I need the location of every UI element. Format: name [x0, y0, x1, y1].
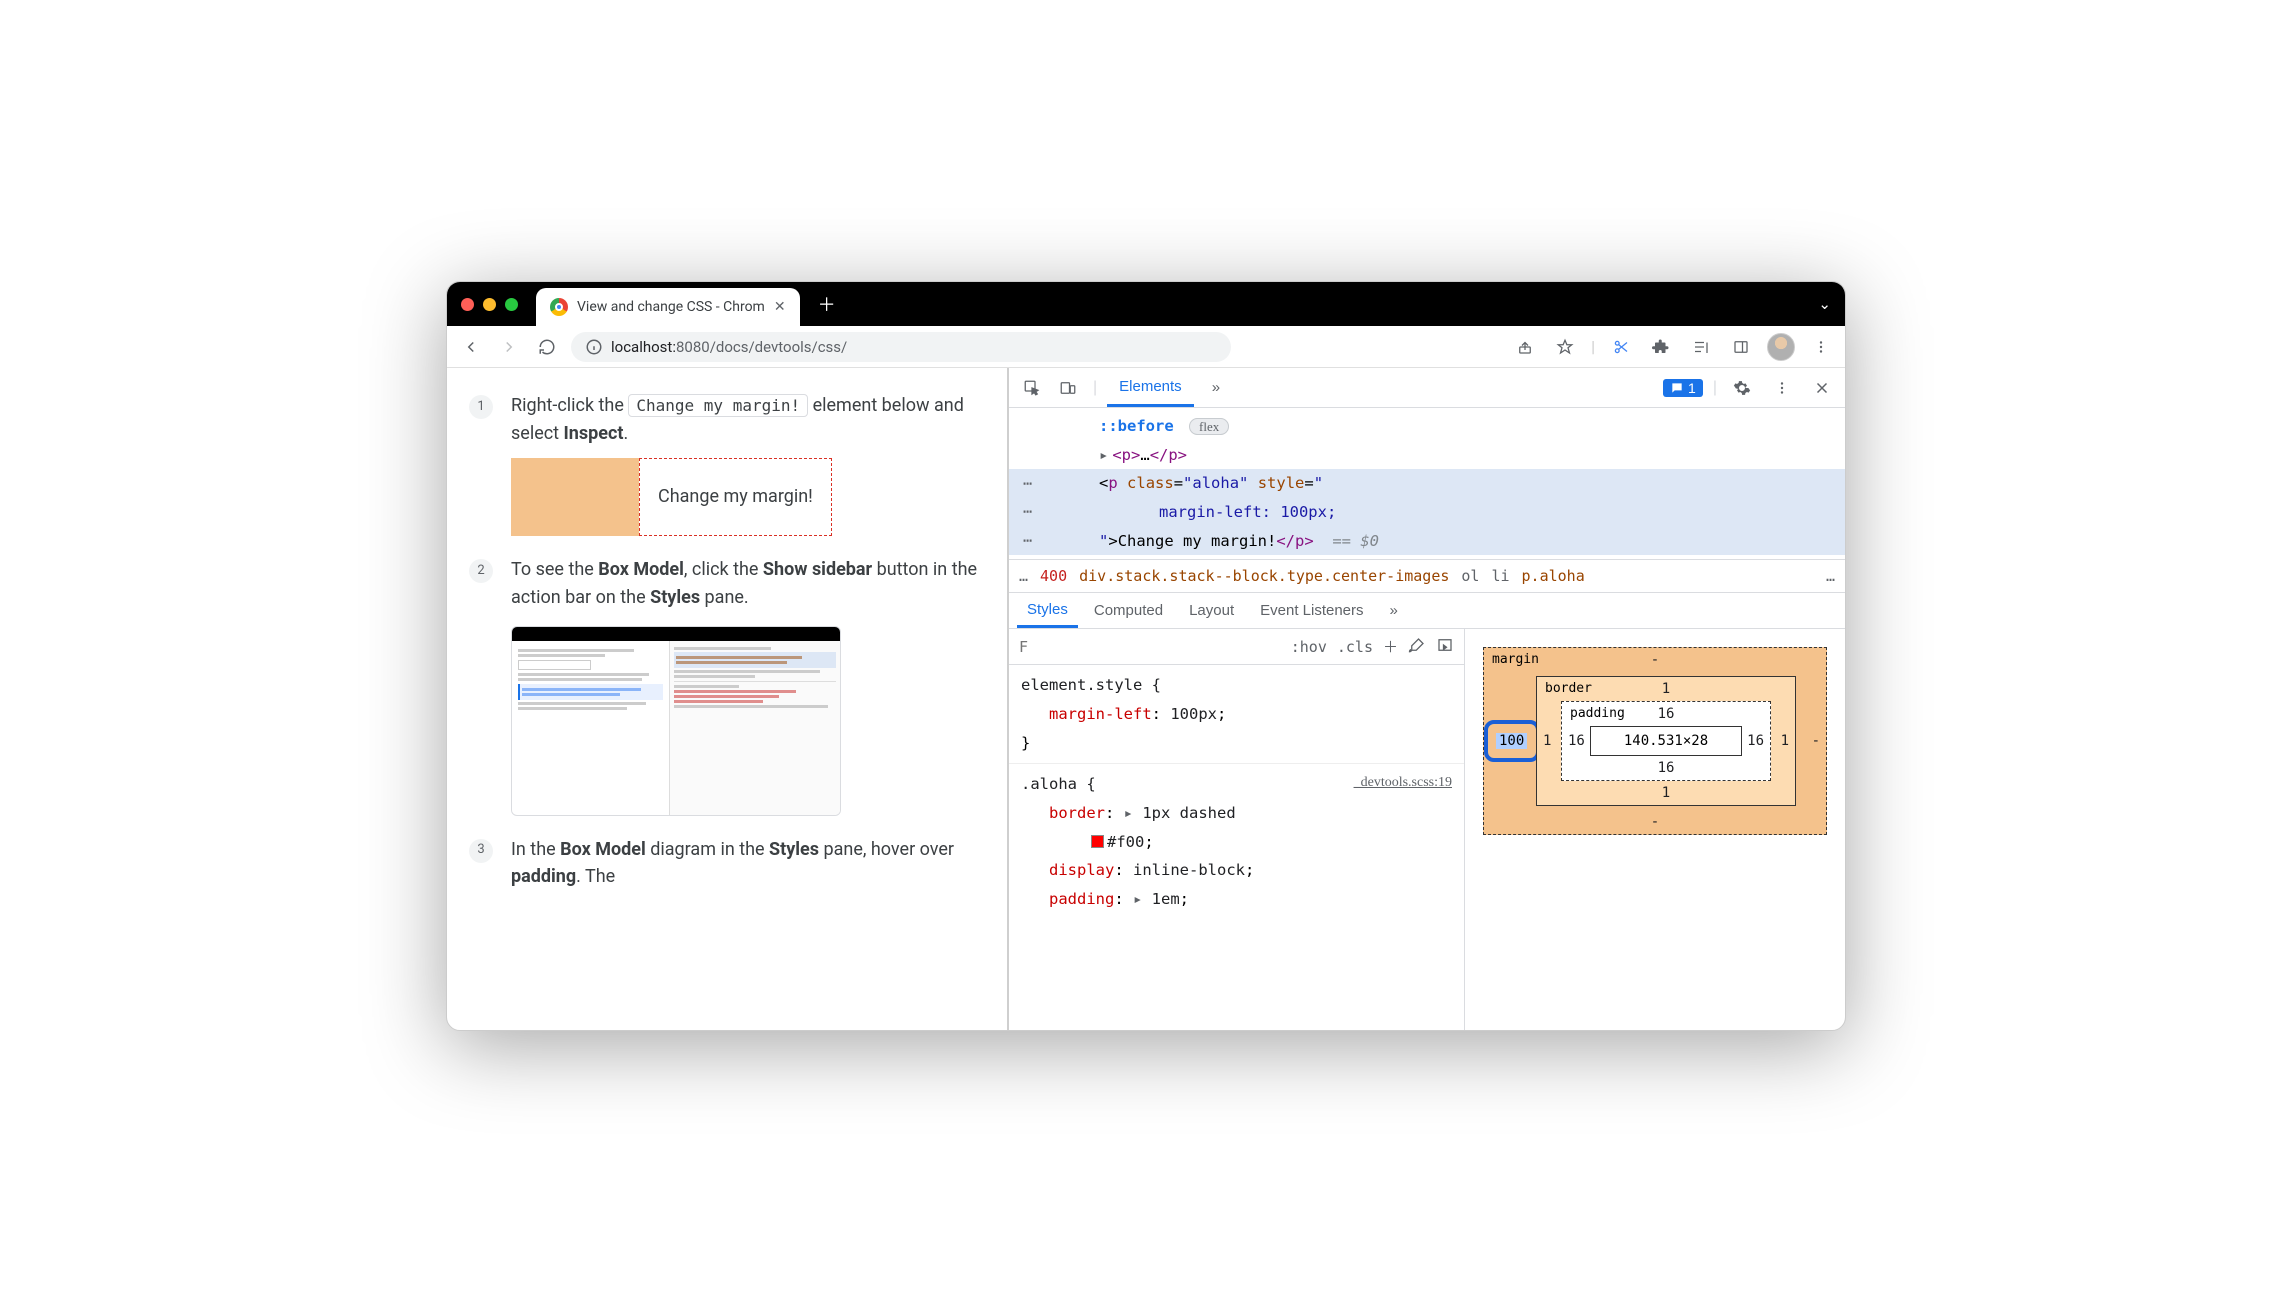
- side-panel-button[interactable]: [1727, 333, 1755, 361]
- css-property-color[interactable]: #f00;: [1021, 828, 1452, 857]
- css-property[interactable]: border: ▸ 1px dashed: [1021, 799, 1452, 828]
- demo-margin-highlight: [511, 458, 639, 536]
- subtab-styles[interactable]: Styles: [1017, 593, 1078, 628]
- brush-icon[interactable]: [1408, 636, 1426, 658]
- docs-pane: 1 Right-click the Change my margin! elem…: [447, 368, 1007, 1030]
- toolbar: localhost:8080/docs/devtools/css/ |: [447, 326, 1845, 368]
- url-host: localhost:8080/docs/devtools/css/: [611, 338, 847, 356]
- forward-button[interactable]: [495, 333, 523, 361]
- content-area: 1 Right-click the Change my margin! elem…: [447, 368, 1845, 1030]
- step-number: 1: [469, 395, 493, 419]
- tab-strip: View and change CSS - Chrom ✕ ＋ ⌄: [447, 282, 1845, 326]
- elements-tab[interactable]: Elements: [1107, 368, 1194, 407]
- box-model-border[interactable]: border 1 1 1 1 padding 16 16 16: [1536, 676, 1796, 806]
- devtools-close-button[interactable]: [1807, 373, 1837, 403]
- step-3: 3 In the Box Model diagram in the Styles…: [469, 836, 985, 892]
- styles-body: :hov .cls ＋ element.style { margin-left:…: [1009, 629, 1845, 1030]
- new-rule-button[interactable]: ＋: [1383, 636, 1398, 657]
- scissors-icon[interactable]: [1607, 333, 1635, 361]
- rule-source-link[interactable]: _devtools.scss:19: [1354, 770, 1452, 796]
- extensions-button[interactable]: [1647, 333, 1675, 361]
- box-model-margin[interactable]: margin - - - 100 border 1 1 1 1: [1483, 647, 1827, 835]
- tab-close-button[interactable]: ✕: [774, 299, 786, 315]
- css-rules[interactable]: element.style { margin-left: 100px; } .a…: [1009, 665, 1464, 919]
- subtab-layout[interactable]: Layout: [1179, 593, 1244, 628]
- back-button[interactable]: [457, 333, 485, 361]
- step-number: 2: [469, 559, 493, 583]
- subtab-overflow[interactable]: »: [1380, 593, 1408, 628]
- inspect-element-button[interactable]: [1017, 373, 1047, 403]
- css-property[interactable]: padding: ▸ 1em;: [1021, 885, 1452, 914]
- tabs-overflow-button[interactable]: »: [1200, 368, 1232, 407]
- minimize-window-button[interactable]: [483, 298, 496, 311]
- devtools-tabbar: | Elements » 1 |: [1009, 368, 1845, 408]
- browser-tab[interactable]: View and change CSS - Chrom ✕: [536, 288, 800, 326]
- device-toolbar-button[interactable]: [1053, 373, 1083, 403]
- demo-target-element[interactable]: Change my margin!: [639, 458, 832, 536]
- step-1: 1 Right-click the Change my margin! elem…: [469, 392, 985, 536]
- hov-button[interactable]: :hov: [1291, 638, 1327, 656]
- new-tab-button[interactable]: ＋: [818, 291, 836, 317]
- box-model-content[interactable]: 140.531×28: [1590, 726, 1742, 756]
- screenshot-thumbnail: [511, 626, 841, 816]
- subtab-event-listeners[interactable]: Event Listeners: [1250, 593, 1373, 628]
- dom-node-selected-end[interactable]: ">Change my margin!</p> == $0: [1009, 527, 1845, 556]
- box-model-column: margin - - - 100 border 1 1 1 1: [1465, 629, 1845, 1030]
- code-snippet: Change my margin!: [628, 394, 808, 417]
- subtab-computed[interactable]: Computed: [1084, 593, 1173, 628]
- cls-button[interactable]: .cls: [1337, 638, 1373, 656]
- zoom-window-button[interactable]: [505, 298, 518, 311]
- demo-element-wrapper: Change my margin!: [511, 458, 985, 536]
- dom-node-p-collapsed[interactable]: ▸<p>…</p>: [1009, 441, 1845, 470]
- tab-title: View and change CSS - Chrom: [577, 299, 765, 315]
- chat-icon: [1670, 381, 1684, 395]
- computed-panel-icon[interactable]: [1436, 636, 1454, 658]
- rules-column: :hov .cls ＋ element.style { margin-left:…: [1009, 629, 1465, 1030]
- bookmark-button[interactable]: [1551, 333, 1579, 361]
- site-info-icon: [585, 338, 603, 356]
- devtools-panel: | Elements » 1 | ::before: [1007, 368, 1845, 1030]
- tab-overflow-button[interactable]: ⌄: [1818, 295, 1831, 313]
- step-number: 3: [469, 839, 493, 863]
- styles-subtabs: Styles Computed Layout Event Listeners »: [1009, 593, 1845, 629]
- box-model-margin-left[interactable]: 100: [1496, 733, 1527, 749]
- window-controls: [461, 298, 518, 311]
- box-model-padding[interactable]: padding 16 16 16 16 140.531×28: [1561, 701, 1771, 781]
- step-2: 2 To see the Box Model, click the Show s…: [469, 556, 985, 816]
- dom-node-selected[interactable]: <p class="aloha" style=": [1009, 469, 1845, 498]
- issues-badge[interactable]: 1: [1663, 379, 1703, 397]
- dom-node-before[interactable]: ::before flex: [1009, 412, 1845, 441]
- dom-tree[interactable]: ::before flex ▸<p>…</p> <p class="aloha"…: [1009, 408, 1845, 559]
- omnibox[interactable]: localhost:8080/docs/devtools/css/: [571, 332, 1231, 362]
- devtools-menu-button[interactable]: [1767, 373, 1797, 403]
- reading-list-button[interactable]: [1687, 333, 1715, 361]
- share-button[interactable]: [1511, 333, 1539, 361]
- filter-input[interactable]: [1019, 638, 1063, 656]
- dom-node-selected-cont[interactable]: margin-left: 100px;: [1009, 498, 1845, 527]
- browser-window: View and change CSS - Chrom ✕ ＋ ⌄ localh…: [446, 281, 1846, 1031]
- color-swatch[interactable]: [1091, 835, 1104, 848]
- reload-button[interactable]: [533, 333, 561, 361]
- kebab-menu-button[interactable]: [1807, 333, 1835, 361]
- styles-toolbar: :hov .cls ＋: [1009, 629, 1464, 665]
- profile-avatar[interactable]: [1767, 333, 1795, 361]
- dom-breadcrumb[interactable]: … 400 div.stack.stack--block.type.center…: [1009, 559, 1845, 593]
- close-window-button[interactable]: [461, 298, 474, 311]
- chrome-favicon-icon: [550, 298, 568, 316]
- settings-button[interactable]: [1727, 373, 1757, 403]
- css-property[interactable]: display: inline-block;: [1021, 856, 1452, 885]
- css-property[interactable]: margin-left: 100px;: [1021, 700, 1452, 729]
- box-model-diagram[interactable]: margin - - - 100 border 1 1 1 1: [1483, 647, 1827, 835]
